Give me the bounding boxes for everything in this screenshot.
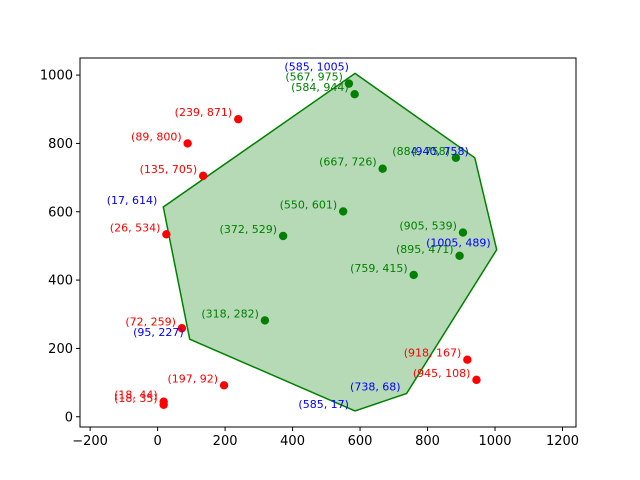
inside_points-label: (550, 601) — [280, 198, 338, 211]
outside_points-point — [183, 139, 192, 148]
outside_points-point — [472, 375, 481, 385]
outside_points-label: (26, 534) — [110, 221, 161, 234]
hull_vertex_labels-label: (585, 1005) — [284, 60, 349, 73]
outside_points-label: (89, 800) — [131, 130, 182, 143]
outside_points-point — [159, 400, 168, 409]
hull_vertex_labels-label: (738, 68) — [350, 381, 401, 394]
inside_points-label: (895, 471) — [396, 243, 454, 256]
inside_points-point — [278, 231, 288, 241]
inside_points-label: (667, 726) — [319, 156, 377, 169]
x-tick-label: 400 — [280, 434, 305, 449]
inside_points-label: (567, 975) — [285, 71, 343, 84]
plot-area: (567, 975)(584, 944) (667, 726) (884, 758)… — [107, 60, 498, 412]
y-tick-label: 1000 — [40, 69, 73, 84]
y-tick-label: 400 — [48, 274, 73, 289]
inside_points-point — [338, 207, 348, 216]
inside_points-label: (372, 529) — [220, 223, 278, 236]
outside_points-point — [234, 114, 243, 124]
inside_points-point — [260, 316, 270, 325]
outside_points-point — [177, 324, 187, 333]
inside_points-label: (584, 944) — [291, 81, 349, 94]
x-tick-label: 0 — [153, 434, 161, 449]
hull_vertex_labels-label: (17, 614) — [107, 194, 158, 207]
inside_points-point — [458, 228, 468, 237]
inside_points-point — [344, 79, 354, 88]
inside_points-point — [455, 251, 464, 261]
outside_points-point — [219, 381, 229, 390]
inside_points-label: (905, 539) — [399, 220, 457, 233]
inside_points-point — [378, 164, 387, 173]
outside_points-label: (135, 705) — [140, 163, 198, 176]
y-tick-label: 600 — [48, 205, 73, 220]
outside_points-label: (72, 259) — [125, 315, 176, 328]
axes-frame — [79, 57, 577, 428]
x-tick-label: 1000 — [478, 434, 511, 449]
x-tick-label: −200 — [72, 434, 108, 449]
x-tick-label: 200 — [213, 434, 238, 449]
outside_points-label: (197, 92) — [167, 372, 218, 385]
outside_points-label: (945, 108) — [413, 367, 471, 380]
hull_vertex_labels-label: (940, 758) — [411, 145, 469, 158]
inside_points-point — [451, 153, 461, 162]
hull_vertex_labels-label: (1005, 489) — [426, 237, 491, 250]
outside_points-label: (18, 44) — [114, 389, 158, 402]
hull_vertex_labels-label: (585, 17) — [298, 398, 349, 411]
outside_points-point — [162, 230, 171, 239]
axis-ticks: −200 0 200 400 600 800 1000 1200 0 200 400 600 800 10… — [40, 69, 579, 449]
inside_points-point — [350, 90, 359, 99]
inside_points-label: (759, 415) — [350, 262, 408, 275]
x-tick-label: 600 — [348, 434, 373, 449]
x-tick-label: 800 — [415, 434, 440, 449]
inside_points-label: (884, 758) — [392, 145, 450, 158]
inside_points-point — [409, 270, 418, 280]
x-tick-label: 1200 — [546, 434, 579, 449]
y-tick-label: 0 — [65, 410, 73, 425]
convex-hull-polygon — [162, 72, 498, 412]
outside_points-label: (918, 167) — [404, 347, 462, 360]
inside_points-label: (318, 282) — [201, 307, 259, 320]
y-tick-label: 200 — [48, 342, 73, 357]
outside_points-label: (18, 35) — [114, 392, 158, 405]
outside_points-label: (239, 871) — [175, 106, 233, 119]
outside_points-point — [463, 355, 472, 364]
y-tick-label: 800 — [48, 137, 73, 152]
hull_vertex_labels-label: (95, 227) — [133, 326, 184, 339]
outside_points-point — [198, 171, 208, 181]
